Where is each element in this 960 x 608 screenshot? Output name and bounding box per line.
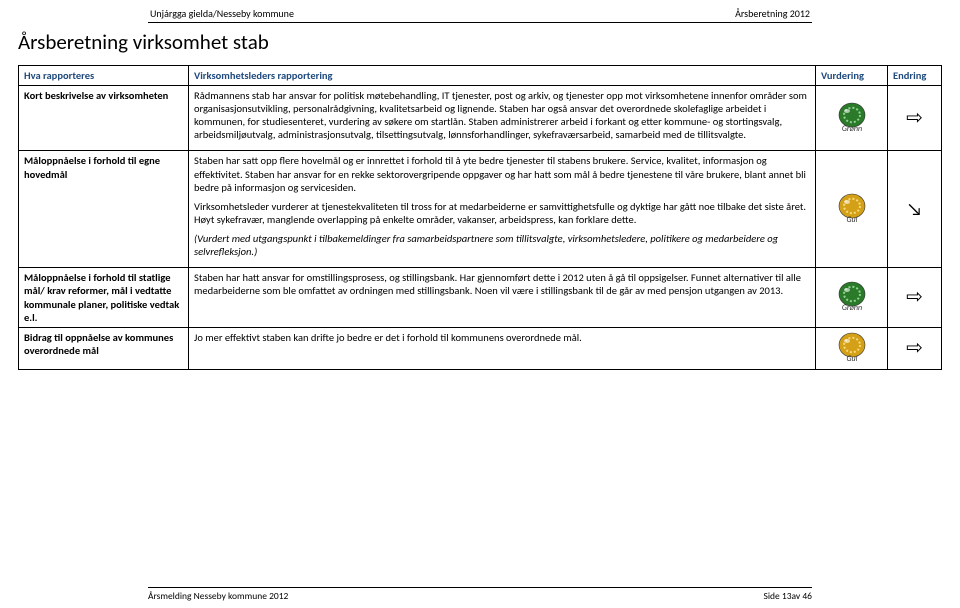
row-label: Måloppnåelse i forhold til egne hovedmål — [19, 151, 189, 268]
vurdering-cell: Gul — [816, 151, 888, 268]
endring-cell — [888, 151, 942, 268]
svg-text:Grønn: Grønn — [841, 303, 861, 312]
status-badge-gronn: Grønn — [824, 101, 880, 136]
svg-text:Grønn: Grønn — [841, 124, 861, 133]
table-row: Måloppnåelse i forhold til statlige mål/… — [19, 268, 942, 328]
header-left: Unjárgga gielda/Nesseby kommune — [150, 8, 294, 21]
row-label: Bidrag til oppnåelse av kommunes overord… — [19, 327, 189, 369]
row-content: Rådmannens stab har ansvar for politisk … — [189, 85, 816, 151]
endring-cell — [888, 268, 942, 328]
page-title: Årsberetning virksomhet stab — [18, 29, 942, 55]
paragraph: Staben har satt opp flere hovelmål og er… — [194, 154, 810, 193]
status-badge-gul: Gul — [824, 331, 880, 366]
paragraph-italic: (Vurdert med utgangspunkt i tilbakemeldi… — [194, 232, 810, 258]
vurdering-cell: Grønn — [816, 268, 888, 328]
vurdering-cell: Grønn — [816, 85, 888, 151]
status-badge-gronn: Grønn — [824, 280, 880, 315]
page-container: Unjárgga gielda/Nesseby kommune Årsberet… — [0, 0, 960, 378]
footer-left: Årsmelding Nesseby kommune 2012 — [148, 590, 288, 602]
row-label: Kort beskrivelse av virksomheten — [19, 85, 189, 151]
col-header-2: Virksomhetsleders rapportering — [189, 65, 816, 85]
table-row: Bidrag til oppnåelse av kommunes overord… — [19, 327, 942, 369]
row-content: Staben har hatt ansvar for omstillingspr… — [189, 268, 816, 328]
paragraph: Jo mer effektivt staben kan drifte jo be… — [194, 331, 810, 344]
vurdering-cell: Gul — [816, 327, 888, 369]
arrow-right-icon — [906, 337, 923, 359]
col-header-1: Hva rapporteres — [19, 65, 189, 85]
col-header-3: Vurdering — [816, 65, 888, 85]
header-right: Årsberetning 2012 — [735, 8, 810, 21]
table-row: Måloppnåelse i forhold til egne hovedmål… — [19, 151, 942, 268]
row-label: Måloppnåelse i forhold til statlige mål/… — [19, 268, 189, 328]
page-footer: Årsmelding Nesseby kommune 2012 Side 13a… — [148, 587, 812, 602]
row-content: Staben har satt opp flere hovelmål og er… — [189, 151, 816, 268]
table-row: Kort beskrivelse av virksomheten Rådmann… — [19, 85, 942, 151]
svg-text:Gul: Gul — [846, 215, 857, 224]
paragraph: Virksomhetsleder vurderer at tjenestekva… — [194, 200, 810, 226]
svg-text:Gul: Gul — [846, 354, 857, 363]
col-header-4: Endring — [888, 65, 942, 85]
page-header: Unjárgga gielda/Nesseby kommune Årsberet… — [148, 8, 812, 23]
arrow-right-icon — [906, 107, 923, 129]
endring-cell — [888, 327, 942, 369]
footer-right: Side 13av 46 — [763, 590, 812, 602]
paragraph: Staben har hatt ansvar for omstillingspr… — [194, 271, 810, 297]
row-content: Jo mer effektivt staben kan drifte jo be… — [189, 327, 816, 369]
status-badge-gul: Gul — [824, 192, 880, 227]
arrow-right-icon — [906, 286, 923, 308]
report-table: Hva rapporteres Virksomhetsleders rappor… — [18, 65, 942, 370]
endring-cell — [888, 85, 942, 151]
arrow-down-right-icon — [907, 198, 923, 220]
table-header-row: Hva rapporteres Virksomhetsleders rappor… — [19, 65, 942, 85]
paragraph: Rådmannens stab har ansvar for politisk … — [194, 89, 810, 142]
